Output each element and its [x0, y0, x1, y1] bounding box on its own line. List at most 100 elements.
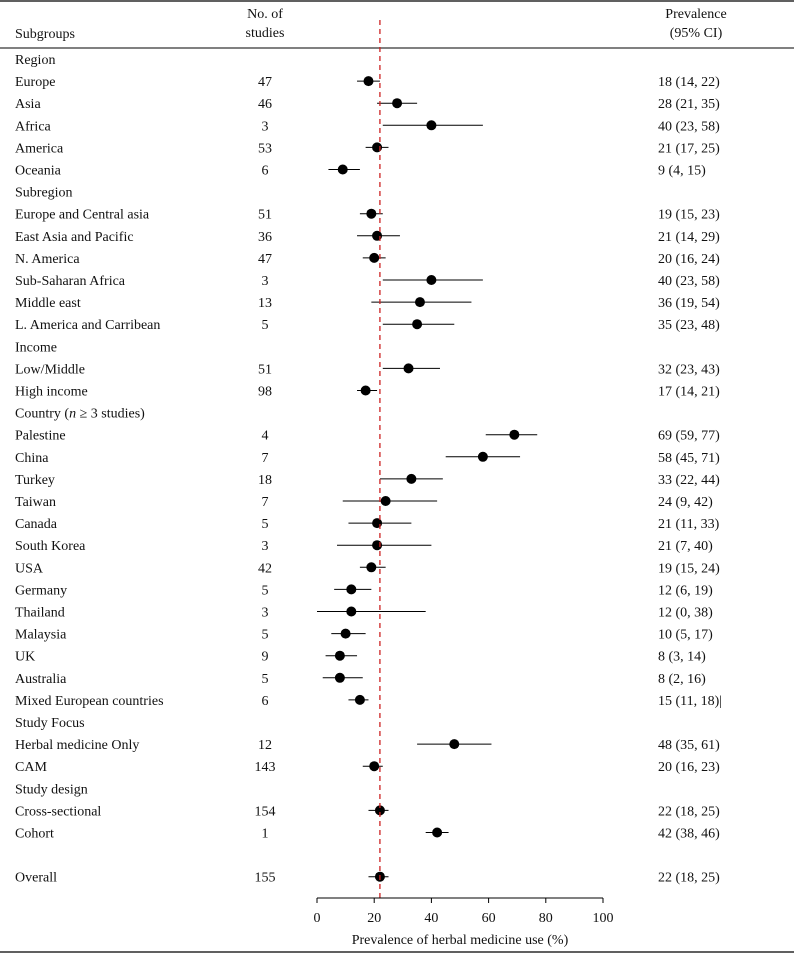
- point-estimate: [334, 672, 345, 683]
- row-n-studies: 47: [258, 252, 272, 267]
- forest-row: Europe 47 18 (14, 22): [15, 75, 720, 90]
- row-n-studies: 5: [262, 583, 269, 598]
- row-label: America: [15, 141, 64, 156]
- point-estimate: [354, 694, 365, 705]
- row-label: Taiwan: [15, 495, 56, 510]
- row-label: Europe and Central asia: [15, 208, 150, 223]
- point-estimate: [380, 496, 391, 506]
- row-label: Thailand: [15, 606, 65, 621]
- row-n-studies: 6: [262, 694, 269, 709]
- row-n-studies: 7: [262, 451, 269, 466]
- forest-row: Malaysia 5 10 (5, 17): [15, 628, 713, 643]
- row-prevalence-ci: 24 (9, 42): [658, 495, 713, 510]
- row-n-studies: 51: [258, 208, 272, 223]
- row-prevalence-ci: 48 (35, 61): [658, 738, 720, 753]
- forest-row: Cohort 1 42 (38, 46): [15, 827, 720, 842]
- row-label: Mixed European countries: [15, 694, 164, 709]
- forest-row: Sub-Saharan Africa 3 40 (23, 58): [15, 274, 720, 289]
- forest-row: Thailand 3 12 (0, 38): [15, 606, 713, 621]
- row-prevalence-ci: 22 (18, 25): [658, 871, 720, 886]
- row-n-studies: 4: [262, 429, 269, 444]
- point-estimate: [366, 562, 377, 573]
- row-prevalence-ci: 8 (3, 14): [658, 650, 706, 665]
- row-prevalence-ci: 28 (21, 35): [658, 97, 720, 112]
- row-prevalence-ci: 20 (16, 23): [658, 760, 720, 775]
- row-prevalence-ci: 21 (7, 40): [658, 539, 713, 554]
- row-n-studies: 155: [255, 871, 276, 886]
- row-label: Palestine: [15, 429, 66, 444]
- row-n-studies: 47: [258, 75, 272, 90]
- forest-row: Mixed European countries 6 15 (11, 18)|: [15, 694, 722, 709]
- x-tick-label: 20: [367, 911, 381, 926]
- point-estimate: [414, 297, 425, 308]
- forest-row: High income 98 17 (14, 21): [15, 385, 720, 400]
- row-label: Oceania: [15, 164, 62, 179]
- row-n-studies: 53: [258, 141, 272, 156]
- row-n-studies: 1: [262, 827, 269, 842]
- row-prevalence-ci: 32 (23, 43): [658, 362, 720, 377]
- forest-row: UK 9 8 (3, 14): [15, 650, 706, 665]
- point-estimate: [509, 429, 520, 440]
- row-prevalence-ci: 33 (22, 44): [658, 473, 720, 488]
- row-label: N. America: [15, 252, 80, 267]
- row-n-studies: 3: [262, 119, 269, 134]
- x-axis: 0 20 40 60 80 100: [314, 897, 614, 926]
- row-n-studies: 5: [262, 628, 269, 643]
- row-label: Low/Middle: [15, 362, 85, 377]
- row-n-studies: 13: [258, 296, 272, 311]
- forest-row: CAM 143 20 (16, 23): [15, 760, 720, 775]
- point-estimate: [426, 120, 437, 131]
- row-n-studies: 7: [262, 495, 269, 510]
- row-n-studies: 51: [258, 362, 272, 377]
- point-estimate: [432, 827, 443, 838]
- row-prevalence-ci: 10 (5, 17): [658, 628, 713, 643]
- forest-row: Herbal medicine Only 12 48 (35, 61): [15, 738, 720, 753]
- row-prevalence-ci: 20 (16, 24): [658, 252, 720, 267]
- forest-row: Asia 46 28 (21, 35): [15, 97, 720, 112]
- header-n-studies-line2: studies: [246, 26, 285, 41]
- row-prevalence-ci: 18 (14, 22): [658, 75, 720, 90]
- forest-row: Low/Middle 51 32 (23, 43): [15, 362, 720, 377]
- forest-row: L. America and Carribean 5 35 (23, 48): [15, 318, 720, 333]
- point-estimate: [366, 208, 377, 219]
- forest-row: South Korea 3 21 (7, 40): [15, 539, 713, 554]
- point-estimate: [426, 275, 437, 285]
- row-prevalence-ci: 40 (23, 58): [658, 119, 720, 134]
- row-n-studies: 6: [262, 164, 269, 179]
- row-n-studies: 36: [258, 230, 272, 245]
- header-prevalence-line2: (95% CI): [670, 26, 723, 41]
- forest-row: Middle east 13 36 (19, 54): [15, 296, 720, 311]
- row-label: Europe: [15, 75, 55, 90]
- row-prevalence-ci: 35 (23, 48): [658, 318, 720, 333]
- row-prevalence-ci: 42 (38, 46): [658, 827, 720, 842]
- row-prevalence-ci: 58 (45, 71): [658, 451, 720, 466]
- row-label: CAM: [15, 760, 47, 775]
- group-header: Study design: [15, 782, 88, 797]
- point-estimate: [477, 451, 488, 462]
- row-n-studies: 42: [258, 561, 272, 576]
- row-label: Australia: [15, 672, 67, 687]
- row-label: UK: [15, 650, 35, 665]
- row-n-studies: 3: [262, 274, 269, 289]
- row-label: Middle east: [15, 296, 81, 311]
- row-label: Cohort: [15, 827, 54, 842]
- x-tick-label: 100: [593, 911, 614, 926]
- point-estimate: [363, 76, 374, 87]
- forest-row: Overall 155 22 (18, 25): [15, 871, 720, 886]
- x-tick-label: 60: [482, 911, 496, 926]
- row-prevalence-ci: 69 (59, 77): [658, 429, 720, 444]
- row-label: Malaysia: [15, 628, 67, 643]
- row-label: USA: [15, 561, 44, 576]
- point-estimate: [369, 252, 380, 263]
- row-prevalence-ci: 9 (4, 15): [658, 164, 706, 179]
- row-prevalence-ci: 12 (0, 38): [658, 606, 713, 621]
- row-n-studies: 143: [255, 760, 276, 775]
- row-prevalence-ci: 15 (11, 18)|: [658, 694, 722, 709]
- row-n-studies: 5: [262, 318, 269, 333]
- row-prevalence-ci: 17 (14, 21): [658, 385, 720, 400]
- point-estimate: [403, 363, 414, 374]
- point-estimate: [374, 805, 385, 816]
- row-label: L. America and Carribean: [15, 318, 160, 333]
- forest-row: Africa 3 40 (23, 58): [15, 119, 720, 134]
- group-header: Income: [15, 340, 57, 355]
